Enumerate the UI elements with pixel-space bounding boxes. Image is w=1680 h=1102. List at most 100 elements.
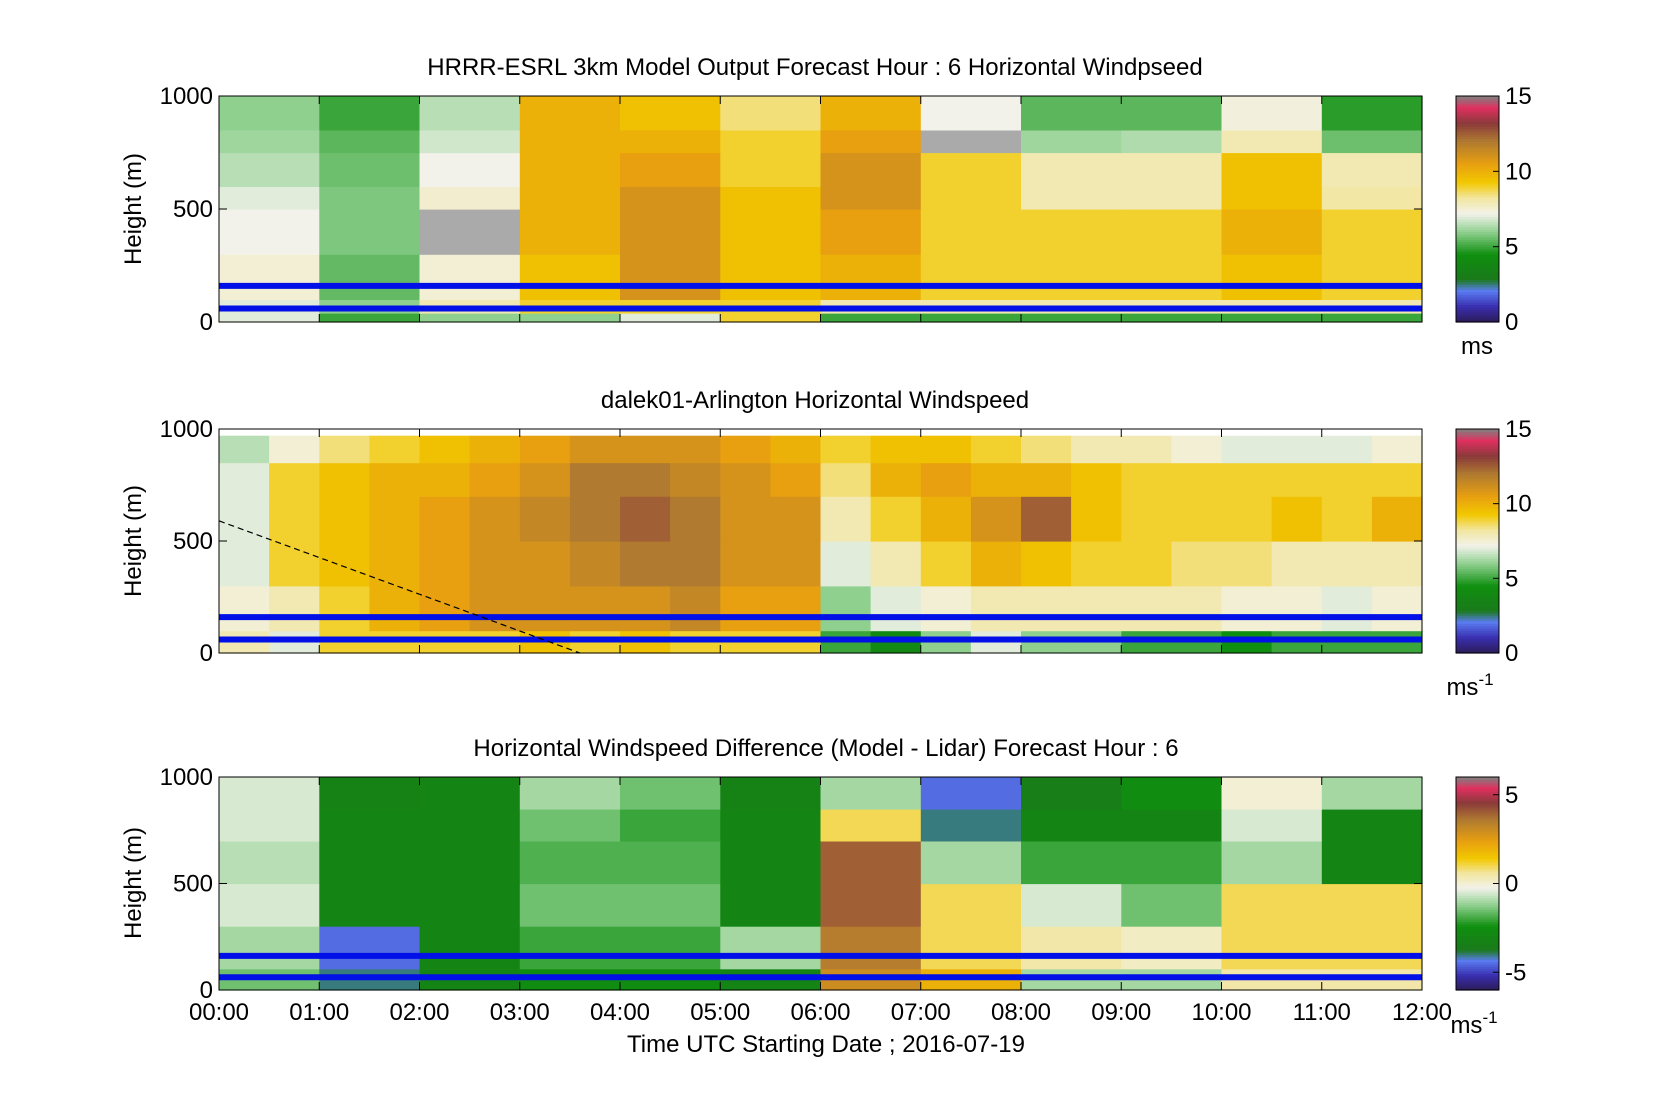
heatmap-cell	[720, 840, 822, 885]
heatmap-cell	[269, 462, 320, 497]
panel-2-colorbar-frame	[1455, 428, 1500, 654]
heatmap-cell	[419, 541, 471, 587]
colorbar-segment	[1456, 214, 1499, 218]
heatmap-cell	[1021, 209, 1122, 255]
heatmap-cell	[620, 129, 721, 154]
colorbar-segment	[1456, 506, 1499, 510]
colorbar-segment	[1456, 935, 1499, 939]
heatmap-cell	[219, 541, 270, 587]
heatmap-cell	[770, 541, 822, 587]
heatmap-cell	[219, 152, 320, 187]
colorbar-segment	[1456, 96, 1499, 100]
heatmap-cell	[519, 541, 571, 587]
heatmap-cell	[920, 462, 972, 497]
colorbar-segment	[1456, 803, 1499, 806]
x-tick-label: 07:00	[891, 999, 951, 1026]
heatmap-cell	[1021, 883, 1122, 927]
colorbar-segment	[1456, 961, 1499, 965]
colorbar-segment	[1456, 954, 1499, 958]
colorbar-segment	[1456, 911, 1499, 915]
colorbar-segment	[1456, 126, 1499, 130]
heatmap-cell	[1321, 96, 1423, 131]
colorbar-segment	[1456, 221, 1499, 225]
heatmap-cell	[569, 435, 621, 464]
colorbar-segment	[1456, 963, 1499, 967]
colorbar-tick-label: 10	[1505, 491, 1532, 518]
heatmap-cell	[519, 585, 571, 632]
colorbar-segment	[1456, 850, 1499, 854]
colorbar-segment	[1456, 940, 1499, 944]
colorbar-segment	[1456, 878, 1499, 882]
heatmap-cell	[1121, 496, 1172, 542]
heatmap-cell	[720, 496, 771, 542]
heatmap-cell	[620, 496, 671, 542]
colorbar-segment	[1456, 598, 1499, 602]
colorbar-segment	[1456, 121, 1499, 125]
heatmap-cell	[1221, 840, 1323, 885]
heatmap-cell	[1071, 496, 1122, 542]
heatmap-cell	[1371, 585, 1423, 632]
colorbar-segment	[1456, 959, 1499, 963]
heatmap-cell	[319, 152, 421, 187]
colorbar-segment	[1456, 904, 1499, 908]
colorbar-segment	[1456, 254, 1499, 258]
colorbar-segment	[1456, 907, 1499, 911]
colorbar-segment	[1456, 531, 1499, 535]
colorbar-segment	[1456, 314, 1499, 318]
colorbar-segment	[1456, 518, 1499, 522]
panel-3-xticks	[218, 777, 1423, 990]
colorbar-segment	[1456, 945, 1499, 948]
heatmap-cell	[1221, 152, 1323, 187]
colorbar-segment	[1456, 201, 1499, 205]
colorbar-segment	[1456, 848, 1499, 851]
heatmap-cell	[1121, 254, 1223, 300]
heatmap-cell	[519, 777, 621, 810]
heatmap-cell	[1121, 777, 1223, 810]
colorbar-segment	[1456, 821, 1499, 825]
heatmap-cell	[870, 541, 922, 587]
heatmap-cell	[620, 186, 721, 210]
colorbar-segment	[1456, 193, 1499, 198]
colorbar-segment	[1456, 508, 1499, 512]
colorbar-segment	[1456, 838, 1499, 842]
heatmap-cell	[820, 777, 922, 810]
colorbar-segment	[1456, 618, 1499, 622]
heatmap-cell	[519, 462, 571, 497]
heatmap-cell	[469, 496, 521, 542]
heatmap-cell	[1121, 313, 1223, 323]
colorbar-segment	[1456, 441, 1499, 445]
colorbar-segment	[1456, 831, 1499, 835]
colorbar-tick-label: 5	[1505, 565, 1518, 592]
colorbar-tick-label: 0	[1505, 871, 1518, 898]
heatmap-cell	[519, 840, 621, 885]
heatmap-cell	[1121, 462, 1172, 497]
heatmap-cell	[1271, 585, 1323, 632]
panel-2-yticks: 0 500 1000	[160, 416, 1422, 667]
heatmap-cell	[1021, 129, 1122, 154]
colorbar-segment	[1456, 926, 1499, 930]
heatmap-cell	[1221, 254, 1323, 300]
colorbar-segment	[1456, 855, 1499, 859]
colorbar-segment	[1456, 448, 1499, 452]
heatmap-cell	[1321, 809, 1423, 842]
heatmap-cell	[720, 313, 822, 323]
colorbar-segment	[1456, 560, 1499, 564]
colorbar-segment	[1456, 635, 1499, 639]
colorbar-segment	[1456, 433, 1499, 438]
panel-1-reference-lines	[219, 282, 1422, 312]
colorbar-segment	[1456, 973, 1499, 977]
heatmap-cell	[519, 883, 621, 927]
colorbar-segment	[1456, 256, 1499, 260]
colorbar-segment	[1456, 178, 1499, 182]
colorbar-segment	[1456, 196, 1499, 200]
heatmap-cell	[920, 926, 1022, 970]
colorbar-segment	[1456, 483, 1499, 487]
colorbar-segment	[1456, 224, 1499, 228]
colorbar-segment	[1456, 883, 1499, 887]
heatmap-cell	[469, 541, 521, 587]
colorbar-segment	[1456, 246, 1499, 250]
heatmap-cell	[1221, 496, 1273, 542]
colorbar-segment	[1456, 876, 1499, 880]
colorbar-segment	[1456, 271, 1499, 275]
heatmap-cell	[720, 129, 822, 154]
